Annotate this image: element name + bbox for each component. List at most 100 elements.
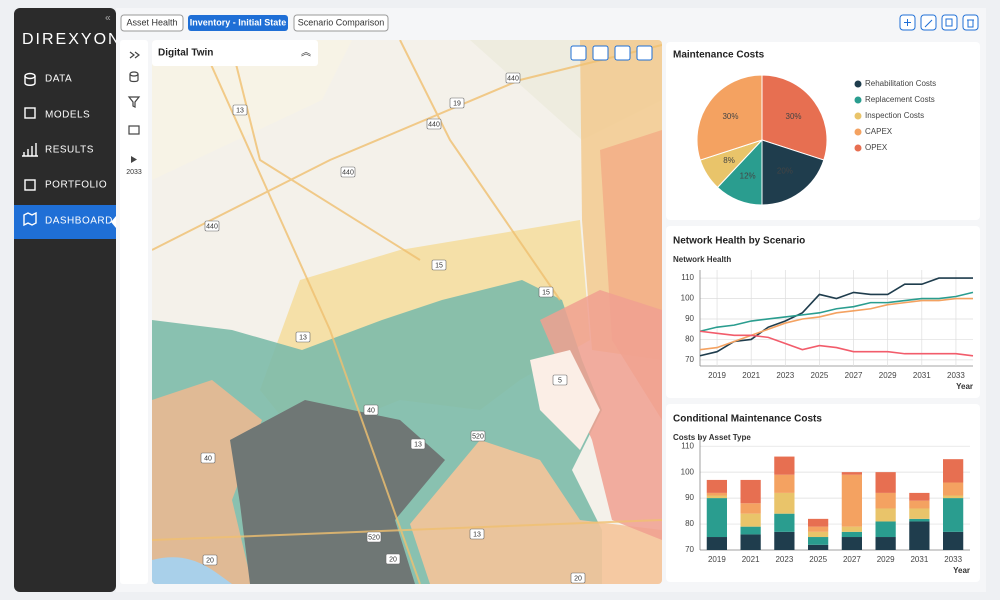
bar-segment xyxy=(841,537,862,550)
bar-segment xyxy=(740,534,761,550)
x-tick-label: 2025 xyxy=(809,555,827,564)
route-shield xyxy=(426,118,442,130)
legend-label: Inspection Costs xyxy=(865,111,924,120)
slice-label: 12% xyxy=(740,171,756,180)
tab-label[interactable]: Scenario Comparison xyxy=(298,17,385,27)
bar-segment xyxy=(706,492,727,496)
bar-segment xyxy=(909,500,930,509)
nav-item[interactable]: RESULTS xyxy=(45,145,94,156)
nav-item[interactable]: DATA xyxy=(45,74,72,85)
legend-label: Replacement Costs xyxy=(865,95,935,104)
y-tick-label: 100 xyxy=(681,467,695,476)
top-actions[interactable] xyxy=(899,14,979,31)
route-shield xyxy=(449,97,465,109)
legend-swatch xyxy=(854,96,862,104)
bar-segment xyxy=(808,526,829,532)
x-tick-label: 2031 xyxy=(913,371,931,380)
active-pointer xyxy=(111,216,116,228)
route-label: 15 xyxy=(542,289,550,296)
y-tick-label: 80 xyxy=(685,335,694,344)
collapse-icon[interactable]: « xyxy=(105,13,111,24)
route-shield xyxy=(470,430,486,442)
bar-segment xyxy=(943,482,964,496)
map-title: Digital Twin xyxy=(158,48,213,59)
series-line xyxy=(699,291,974,333)
route-label: 13 xyxy=(473,531,481,538)
route-shield xyxy=(204,220,220,232)
x-tick-label: 2029 xyxy=(877,555,895,564)
route-shield xyxy=(570,572,586,584)
bar-segment xyxy=(943,495,964,499)
route-label: 5 xyxy=(558,377,562,384)
nav-item[interactable]: MODELS xyxy=(45,110,90,121)
y-tick-label: 90 xyxy=(685,314,694,323)
route-shield xyxy=(552,374,568,386)
bar-segment xyxy=(875,472,896,493)
sidebar xyxy=(14,8,116,592)
y-tick-label: 70 xyxy=(685,545,694,554)
bar-segment xyxy=(740,479,761,504)
legend-swatch xyxy=(854,144,862,152)
tab-label[interactable]: Asset Health xyxy=(126,17,177,27)
tab[interactable] xyxy=(293,14,389,32)
bar-segment xyxy=(808,544,829,550)
route-shield xyxy=(385,553,401,565)
legend-swatch xyxy=(854,80,862,88)
collapse-map[interactable]: ︽ xyxy=(301,48,311,59)
nav-item[interactable]: PORTFOLIO xyxy=(45,180,107,191)
route-label: 13 xyxy=(299,334,307,341)
chart-subtitle: Network Health xyxy=(673,255,731,264)
legend-label: OPEX xyxy=(865,143,888,152)
route-shield xyxy=(505,72,521,84)
x-axis-label: Year xyxy=(956,382,973,391)
route-label: 20 xyxy=(574,575,582,582)
tab-label[interactable]: Inventory - Initial State xyxy=(190,17,287,27)
x-tick-label: 2031 xyxy=(910,555,928,564)
route-shield xyxy=(200,452,216,464)
legend-swatch xyxy=(854,112,862,120)
tool-column xyxy=(120,40,148,584)
bar-segment xyxy=(706,495,727,499)
route-shield xyxy=(538,286,554,298)
route-shield xyxy=(366,531,382,543)
pie-slice xyxy=(761,74,828,161)
legend-label: Rehabilitation Costs xyxy=(865,79,936,88)
route-label: 440 xyxy=(342,169,354,176)
bar-segment xyxy=(841,472,862,475)
tab[interactable] xyxy=(120,14,184,32)
route-shield xyxy=(431,259,447,271)
slice-label: 20% xyxy=(777,167,793,176)
bar-segment xyxy=(875,508,896,522)
bar-segment xyxy=(841,526,862,532)
x-tick-label: 2019 xyxy=(708,555,726,564)
nav-item[interactable]: DASHBOARD xyxy=(45,216,113,227)
route-label: 13 xyxy=(414,441,422,448)
x-tick-label: 2027 xyxy=(845,371,863,380)
bar-segment xyxy=(706,479,727,493)
bar-segment xyxy=(740,503,761,514)
y-tick-label: 110 xyxy=(681,273,694,282)
map[interactable]: Digital Twin ︽ xyxy=(152,40,662,590)
bar-segment xyxy=(808,518,829,527)
route-label: 19 xyxy=(453,100,461,107)
bar-segment xyxy=(774,513,795,532)
tool-icons[interactable] xyxy=(127,51,141,135)
chart-title: Conditional Maintenance Costs xyxy=(673,414,822,425)
x-tick-label: 2033 xyxy=(947,371,965,380)
timeline-year: 2033 xyxy=(126,169,142,176)
slice-label: 8% xyxy=(723,156,735,165)
route-shield xyxy=(202,554,218,566)
x-tick-label: 2023 xyxy=(775,555,793,564)
bar-segment xyxy=(808,531,829,538)
x-tick-label: 2027 xyxy=(843,555,861,564)
bar-segment xyxy=(875,521,896,538)
tab-active[interactable] xyxy=(188,15,288,31)
bar-segment xyxy=(909,492,930,501)
bar-segment xyxy=(909,518,930,522)
play-button[interactable] xyxy=(131,156,137,163)
series-line xyxy=(699,297,973,351)
route-label: 13 xyxy=(236,107,244,114)
bar-segment xyxy=(909,508,930,519)
x-tick-label: 2023 xyxy=(776,371,794,380)
